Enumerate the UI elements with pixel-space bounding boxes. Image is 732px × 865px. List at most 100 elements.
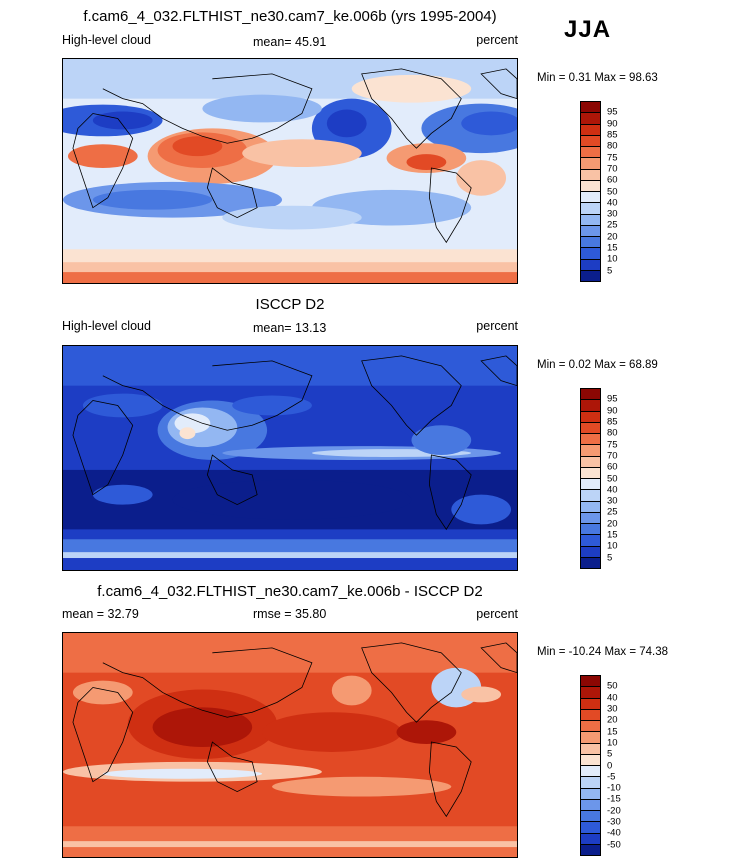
- colorbar-swatch: [581, 147, 600, 159]
- colorbar-swatch: [581, 822, 600, 834]
- colorbar-tick-label: -20: [607, 805, 621, 817]
- colorbar-swatch: [581, 490, 600, 502]
- colorbar-swatch: [581, 389, 600, 401]
- colorbar-tick-label: 85: [607, 416, 618, 428]
- colorbar-swatch: [581, 721, 600, 733]
- colorbar-swatch: [581, 799, 600, 811]
- colorbar-tick-label: 30: [607, 495, 618, 507]
- colorbar-tick-label: 50: [607, 186, 618, 197]
- colorbar-tick-label: 10: [607, 540, 618, 552]
- colorbar-tick-label: 5: [607, 265, 613, 277]
- colorbar-tick-label: 50: [607, 473, 618, 484]
- colorbar-swatch: [581, 434, 600, 446]
- colorbar-tick-label: 40: [607, 484, 618, 496]
- colorbar-swatch: [581, 400, 600, 412]
- colorbar-tick-label: 20: [607, 518, 618, 530]
- colorbar-swatch: [581, 225, 600, 237]
- colorbar-tick-label: 20: [607, 231, 618, 243]
- colorbar-swatch: [581, 214, 600, 226]
- colorbar-tick-label: 95: [607, 106, 618, 118]
- panel2-title: ISCCP D2: [255, 296, 325, 313]
- colorbar-swatch: [581, 113, 600, 125]
- panel1-title: f.cam6_4_032.FLTHIST_ne30.cam7_ke.006b (…: [83, 8, 497, 25]
- colorbar-tick-label: 25: [607, 506, 618, 518]
- colorbar-swatch: [581, 411, 600, 423]
- colorbar-tick-label: 30: [607, 208, 618, 220]
- colorbar-tick-label: 0: [607, 760, 613, 771]
- colorbar-swatch: [581, 676, 600, 688]
- colorbar-tick-label: 15: [607, 242, 618, 254]
- panel3-units-label: percent: [476, 607, 518, 621]
- colorbar-swatch: [581, 833, 600, 845]
- colorbar-swatch: [581, 557, 600, 568]
- colorbar-tick-label: 70: [607, 450, 618, 462]
- colorbar-swatch: [581, 512, 600, 524]
- colorbar-swatch: [581, 456, 600, 468]
- panel3-rmse-label: rmse = 35.80: [253, 607, 327, 621]
- colorbar-swatch: [581, 158, 600, 170]
- panel1-map-field: [63, 59, 517, 283]
- colorbar-swatch: [581, 422, 600, 434]
- colorbar-swatch: [581, 192, 600, 204]
- colorbar-swatch: [581, 248, 600, 260]
- colorbar-tick-label: -5: [607, 771, 616, 783]
- colorbar-swatch: [581, 124, 600, 136]
- colorbar-tick-label: 40: [607, 197, 618, 209]
- season-label: JJA: [564, 16, 612, 43]
- colorbar-tick-label: 50: [607, 680, 618, 692]
- panel3-title: f.cam6_4_032.FLTHIST_ne30.cam7_ke.006b -…: [97, 583, 483, 600]
- colorbar-tick-label: 75: [607, 152, 618, 164]
- colorbar-swatch: [581, 777, 600, 789]
- panel2-colorbar: [580, 388, 601, 569]
- colorbar-tick-label: 10: [607, 737, 618, 749]
- colorbar-tick-label: 75: [607, 439, 618, 451]
- colorbar-tick-label: 60: [607, 461, 618, 473]
- colorbar-swatch: [581, 811, 600, 823]
- colorbar-tick-label: -10: [607, 782, 621, 794]
- colorbar-swatch: [581, 479, 600, 491]
- colorbar-tick-label: 5: [607, 748, 613, 760]
- panel2-map-field: [63, 346, 517, 570]
- colorbar-tick-label: 80: [607, 140, 618, 152]
- colorbar-tick-label: 40: [607, 692, 618, 704]
- colorbar-swatch: [581, 501, 600, 513]
- colorbar-swatch: [581, 259, 600, 271]
- panel2-mean-label: mean= 13.13: [253, 321, 327, 335]
- panel1-minmax: Min = 0.31 Max = 98.63: [537, 72, 658, 84]
- colorbar-tick-label: 90: [607, 405, 618, 417]
- panel1-map: [62, 58, 518, 284]
- panel2-minmax: Min = 0.02 Max = 68.89: [537, 359, 658, 371]
- colorbar-tick-label: 5: [607, 552, 613, 564]
- colorbar-tick-label: 60: [607, 174, 618, 186]
- colorbar-tick-label: 85: [607, 129, 618, 141]
- panel3-map-field: [63, 633, 517, 857]
- colorbar-swatch: [581, 270, 600, 281]
- panel1-units-label: percent: [476, 33, 518, 47]
- panel2-units-label: percent: [476, 319, 518, 333]
- panel2-map: [62, 345, 518, 571]
- colorbar-tick-label: 70: [607, 163, 618, 175]
- colorbar-swatch: [581, 844, 600, 855]
- panel3-minmax: Min = -10.24 Max = 74.38: [537, 646, 669, 658]
- panel3-colorbar: [580, 675, 601, 856]
- colorbar-tick-label: 30: [607, 703, 618, 715]
- colorbar-tick-label: 80: [607, 427, 618, 439]
- colorbar-tick-label: 20: [607, 714, 618, 726]
- panel3-map: [62, 632, 518, 858]
- colorbar-swatch: [581, 135, 600, 147]
- colorbar-tick-label: -30: [607, 816, 621, 828]
- colorbar-tick-label: -15: [607, 793, 621, 805]
- panel1-variable-label: High-level cloud: [62, 33, 151, 47]
- colorbar-tick-label: -40: [607, 827, 621, 839]
- panel3-mean-label: mean = 32.79: [62, 607, 139, 621]
- colorbar-tick-label: 15: [607, 726, 618, 738]
- colorbar-swatch: [581, 535, 600, 547]
- colorbar-swatch: [581, 766, 600, 778]
- panel2-variable-label: High-level cloud: [62, 319, 151, 333]
- colorbar-swatch: [581, 102, 600, 114]
- colorbar-swatch: [581, 445, 600, 457]
- colorbar-swatch: [581, 698, 600, 710]
- colorbar-tick-label: -50: [607, 839, 621, 851]
- colorbar-swatch: [581, 709, 600, 721]
- colorbar-tick-label: 25: [607, 219, 618, 231]
